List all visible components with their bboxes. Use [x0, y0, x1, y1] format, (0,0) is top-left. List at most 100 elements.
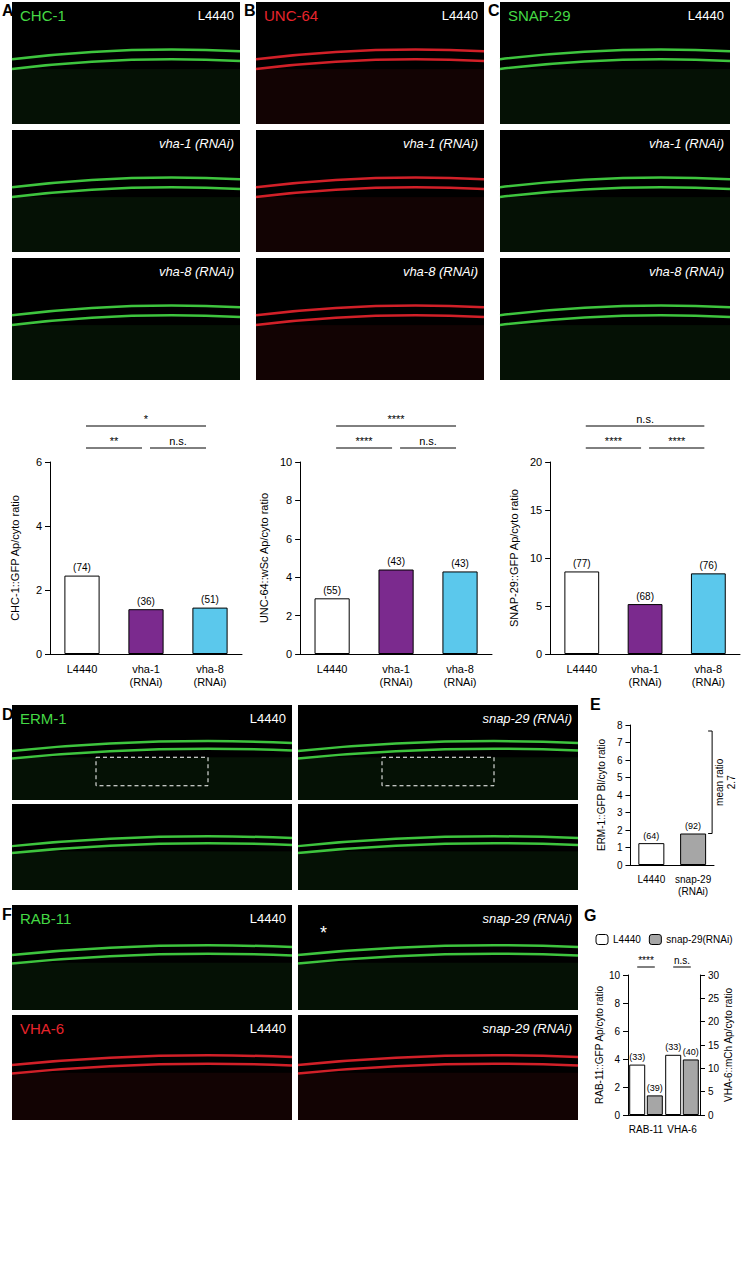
- svg-text:L4440: L4440: [250, 911, 286, 926]
- svg-text:(40): (40): [683, 1047, 699, 1057]
- svg-text:****: ****: [388, 413, 406, 425]
- svg-text:vha-1: vha-1: [382, 663, 410, 675]
- svg-text:E: E: [590, 696, 601, 713]
- svg-text:6: 6: [286, 533, 292, 545]
- svg-text:5: 5: [536, 600, 542, 612]
- svg-text:vha-1: vha-1: [132, 663, 160, 675]
- svg-text:vha-1 (RNAi): vha-1 (RNAi): [649, 136, 724, 151]
- svg-text:RAB-11::GFP Ap/cyto ratio: RAB-11::GFP Ap/cyto ratio: [594, 986, 605, 1104]
- svg-text:4: 4: [286, 571, 292, 583]
- svg-text:*: *: [144, 413, 149, 425]
- svg-text:L4440: L4440: [613, 934, 641, 945]
- svg-text:2: 2: [286, 610, 292, 622]
- svg-text:(68): (68): [636, 591, 654, 602]
- svg-text:VHA-6: VHA-6: [667, 1124, 697, 1135]
- svg-text:(92): (92): [685, 821, 701, 831]
- svg-text:6: 6: [617, 755, 623, 766]
- svg-text:(RNAi): (RNAi): [380, 676, 413, 688]
- svg-text:(RNAi): (RNAi): [678, 886, 708, 897]
- svg-text:****: ****: [605, 435, 623, 447]
- svg-text:L4440: L4440: [442, 8, 478, 23]
- svg-text:L4440: L4440: [250, 1021, 286, 1036]
- svg-text:2: 2: [617, 825, 623, 836]
- svg-text:L4440: L4440: [317, 663, 348, 675]
- svg-text:(RNAi): (RNAi): [130, 676, 163, 688]
- svg-text:UNC-64::wSc Ap/cyto ratio: UNC-64::wSc Ap/cyto ratio: [258, 493, 270, 623]
- svg-text:(64): (64): [643, 831, 659, 841]
- svg-text:0: 0: [708, 1110, 714, 1121]
- svg-text:(39): (39): [647, 1083, 663, 1093]
- svg-text:(36): (36): [137, 596, 155, 607]
- svg-text:(76): (76): [699, 560, 717, 571]
- svg-text:n.s.: n.s.: [169, 435, 187, 447]
- svg-text:n.s.: n.s.: [674, 955, 690, 966]
- svg-text:(55): (55): [323, 585, 341, 596]
- svg-text:G: G: [584, 907, 596, 924]
- svg-text:snap-29 (RNAi): snap-29 (RNAi): [482, 911, 572, 926]
- svg-text:vha-8: vha-8: [196, 663, 224, 675]
- svg-text:B: B: [244, 2, 256, 19]
- svg-text:8: 8: [617, 720, 623, 731]
- svg-text:30: 30: [708, 970, 720, 981]
- svg-text:2: 2: [36, 584, 42, 596]
- svg-text:5: 5: [617, 772, 623, 783]
- svg-text:(43): (43): [387, 556, 405, 567]
- svg-text:8: 8: [614, 998, 620, 1009]
- svg-text:VHA-6::mCh Ap/cyto ratio: VHA-6::mCh Ap/cyto ratio: [723, 988, 734, 1102]
- svg-text:****: ****: [638, 955, 654, 966]
- svg-text:SNAP-29::GFP Ap/cyto ratio: SNAP-29::GFP Ap/cyto ratio: [508, 489, 520, 627]
- svg-text:20: 20: [708, 1016, 720, 1027]
- svg-text:vha-8: vha-8: [695, 663, 723, 675]
- svg-text:0: 0: [614, 1110, 620, 1121]
- svg-text:(77): (77): [573, 558, 591, 569]
- svg-text:UNC-64: UNC-64: [264, 7, 318, 24]
- svg-text:10: 10: [609, 970, 621, 981]
- svg-text:0: 0: [36, 648, 42, 660]
- svg-text:RAB-11: RAB-11: [20, 910, 71, 927]
- svg-text:(33): (33): [629, 1052, 645, 1062]
- svg-text:(33): (33): [665, 1042, 681, 1052]
- svg-text:2.7: 2.7: [726, 775, 737, 789]
- svg-text:L4440: L4440: [637, 874, 665, 885]
- svg-text:CHC-1::GFP Ap/cyto ratio: CHC-1::GFP Ap/cyto ratio: [9, 495, 21, 621]
- svg-text:5: 5: [708, 1086, 714, 1097]
- svg-text:8: 8: [286, 494, 292, 506]
- svg-text:A: A: [2, 2, 14, 19]
- svg-text:2: 2: [614, 1082, 620, 1093]
- svg-text:n.s.: n.s.: [419, 435, 437, 447]
- svg-text:mean ratio: mean ratio: [714, 758, 725, 806]
- svg-text:snap-29 (RNAi): snap-29 (RNAi): [482, 1021, 572, 1036]
- svg-text:CHC-1: CHC-1: [20, 7, 66, 24]
- svg-text:snap-29 (RNAi): snap-29 (RNAi): [482, 711, 572, 726]
- svg-text:15: 15: [708, 1040, 720, 1051]
- svg-text:ERM-1: ERM-1: [20, 710, 67, 727]
- svg-text:25: 25: [708, 993, 720, 1004]
- svg-text:(RNAi): (RNAi): [444, 676, 477, 688]
- svg-text:RAB-11: RAB-11: [629, 1124, 664, 1135]
- svg-text:snap-29(RNAi): snap-29(RNAi): [666, 934, 732, 945]
- svg-text:6: 6: [36, 456, 42, 468]
- svg-text:L4440: L4440: [250, 711, 286, 726]
- svg-text:SNAP-29: SNAP-29: [508, 7, 571, 24]
- svg-text:10: 10: [708, 1063, 720, 1074]
- svg-text:*: *: [320, 923, 327, 943]
- svg-text:D: D: [2, 706, 14, 723]
- svg-text:(43): (43): [451, 558, 469, 569]
- svg-text:1: 1: [617, 842, 623, 853]
- svg-text:0: 0: [286, 648, 292, 660]
- svg-text:vha-8 (RNAi): vha-8 (RNAi): [159, 264, 234, 279]
- svg-text:VHA-6: VHA-6: [20, 1020, 64, 1037]
- svg-text:0: 0: [617, 860, 623, 871]
- svg-text:(RNAi): (RNAi): [692, 676, 725, 688]
- svg-text:4: 4: [614, 1054, 620, 1065]
- svg-text:**: **: [110, 435, 119, 447]
- svg-text:n.s.: n.s.: [636, 413, 654, 425]
- svg-text:7: 7: [617, 737, 623, 748]
- svg-text:10: 10: [280, 456, 292, 468]
- svg-text:20: 20: [530, 456, 542, 468]
- svg-text:L4440: L4440: [566, 663, 597, 675]
- svg-text:4: 4: [617, 790, 623, 801]
- svg-text:snap-29: snap-29: [675, 874, 712, 885]
- svg-text:3: 3: [617, 807, 623, 818]
- svg-text:vha-1: vha-1: [631, 663, 659, 675]
